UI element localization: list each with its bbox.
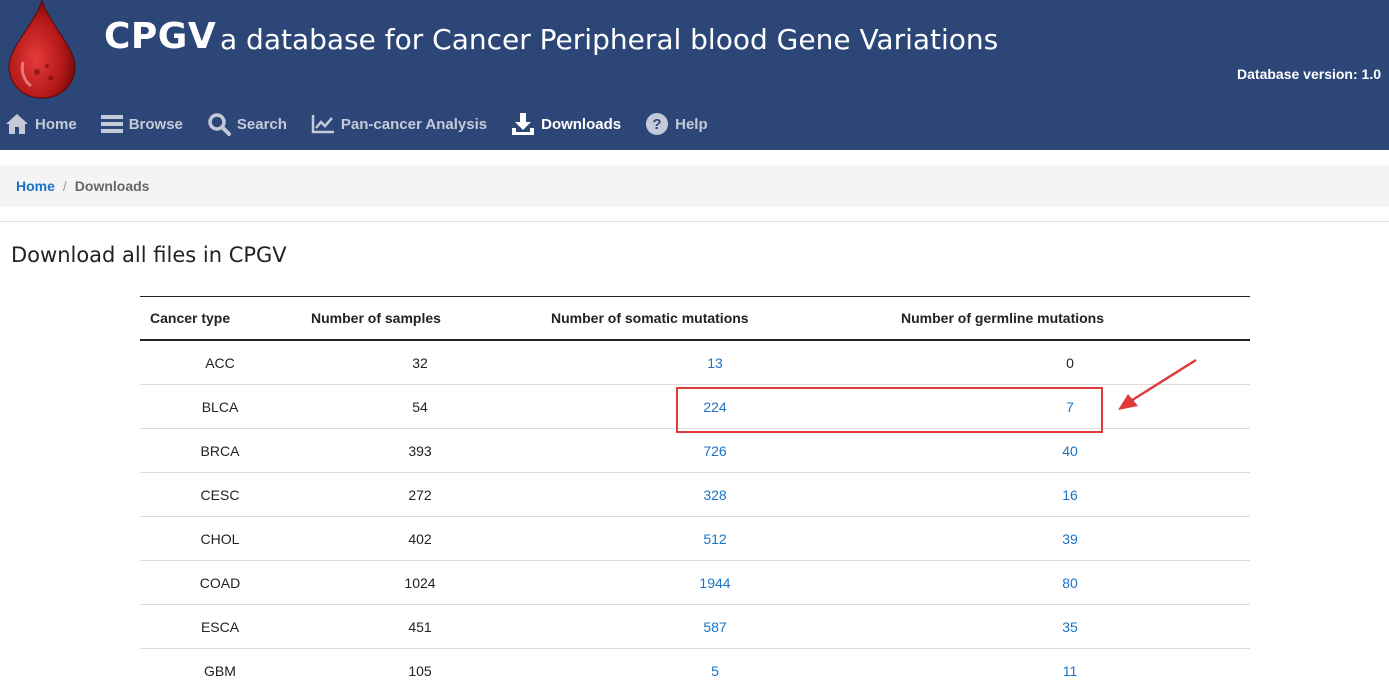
- breadcrumb: Home / Downloads: [0, 165, 1389, 207]
- somatic-download-link[interactable]: 328: [703, 486, 727, 503]
- cell-samples: 393: [408, 442, 432, 459]
- somatic-download-link[interactable]: 726: [703, 442, 727, 459]
- nav-home-label: Home: [35, 115, 77, 133]
- annotation-arrow-icon: [1118, 358, 1197, 410]
- cell-cancer-type: COAD: [199, 574, 241, 591]
- blood-drop-logo[interactable]: [7, 0, 77, 100]
- help-circle-icon: ?: [646, 113, 669, 135]
- nav-search-label: Search: [236, 115, 287, 133]
- nav-browse-label: Browse: [128, 115, 183, 133]
- nav-home[interactable]: Home: [5, 108, 77, 140]
- main-nav: Home Browse Search Pan-cancer Analysis D…: [0, 108, 732, 140]
- table-row: CESC 272 328 16: [140, 473, 1250, 517]
- cell-samples: 32: [412, 354, 428, 371]
- site-header: CPGV a database for Cancer Peripheral bl…: [0, 0, 1389, 150]
- somatic-download-link[interactable]: 512: [703, 530, 727, 547]
- cell-cancer-type: CHOL: [200, 530, 240, 547]
- germline-download-link[interactable]: 7: [1066, 398, 1074, 415]
- page-title: Download all files in CPGV: [11, 243, 287, 267]
- table-row: GBM 105 5 11: [140, 649, 1250, 691]
- nav-pan-cancer-analysis[interactable]: Pan-cancer Analysis: [311, 108, 487, 140]
- table-row: ACC 32 13 0: [140, 341, 1250, 385]
- svg-text:?: ?: [653, 116, 662, 133]
- nav-browse[interactable]: Browse: [100, 108, 183, 140]
- cell-samples: 54: [412, 398, 428, 415]
- section-divider: [0, 221, 1389, 222]
- table-row: BRCA 393 726 40: [140, 429, 1250, 473]
- header-germline: Number of germline mutations: [901, 310, 1105, 326]
- germline-download-link[interactable]: 11: [1062, 662, 1078, 679]
- germline-download-link[interactable]: 40: [1062, 442, 1078, 459]
- nav-pan-cancer-label: Pan-cancer Analysis: [340, 115, 488, 133]
- nav-downloads[interactable]: Downloads: [511, 108, 621, 140]
- nav-help-label: Help: [675, 115, 708, 133]
- annotation-highlight-box: [676, 387, 1103, 433]
- downloads-table: Cancer type Number of samples Number of …: [140, 296, 1250, 691]
- germline-download-link[interactable]: 39: [1062, 530, 1078, 547]
- cell-cancer-type: CESC: [200, 486, 240, 503]
- table-row: CHOL 402 512 39: [140, 517, 1250, 561]
- table-row: ESCA 451 587 35: [140, 605, 1250, 649]
- chart-line-icon: [311, 115, 334, 134]
- table-row: COAD 1024 1944 80: [140, 561, 1250, 605]
- cell-samples: 1024: [404, 574, 436, 591]
- site-brand[interactable]: CPGV: [104, 16, 217, 57]
- germline-download-link[interactable]: 80: [1062, 574, 1078, 591]
- cell-germline: 0: [1066, 354, 1074, 371]
- nav-help[interactable]: ? Help: [645, 108, 708, 140]
- site-subtitle: a database for Cancer Peripheral blood G…: [220, 23, 999, 56]
- table-header-row: Cancer type Number of samples Number of …: [140, 297, 1250, 341]
- search-icon: [208, 113, 231, 136]
- somatic-download-link[interactable]: 587: [703, 618, 727, 635]
- cell-samples: 272: [408, 486, 432, 503]
- somatic-download-link[interactable]: 1944: [699, 574, 731, 591]
- somatic-download-link[interactable]: 13: [707, 354, 723, 371]
- germline-download-link[interactable]: 16: [1062, 486, 1078, 503]
- breadcrumb-home-link[interactable]: Home: [16, 178, 55, 194]
- download-icon: [512, 113, 535, 135]
- germline-download-link[interactable]: 35: [1062, 618, 1078, 635]
- home-icon: [6, 114, 28, 134]
- header-somatic: Number of somatic mutations: [551, 310, 749, 326]
- cell-cancer-type: ESCA: [200, 618, 240, 635]
- cell-cancer-type: BRCA: [200, 442, 240, 459]
- nav-search[interactable]: Search: [207, 108, 287, 140]
- header-cancer-type: Cancer type: [150, 310, 231, 326]
- table-row: BLCA 54 224 7: [140, 385, 1250, 429]
- nav-downloads-label: Downloads: [541, 115, 622, 133]
- list-icon: [100, 115, 123, 133]
- somatic-download-link[interactable]: 5: [711, 662, 719, 679]
- cell-samples: 402: [408, 530, 432, 547]
- breadcrumb-current: Downloads: [74, 178, 150, 194]
- cell-samples: 105: [408, 662, 432, 679]
- somatic-download-link[interactable]: 224: [703, 398, 727, 415]
- cell-cancer-type: ACC: [205, 354, 235, 371]
- database-version: Database version: 1.0: [1237, 66, 1381, 82]
- cell-cancer-type: GBM: [204, 662, 236, 679]
- header-samples: Number of samples: [311, 310, 441, 326]
- cell-samples: 451: [408, 618, 432, 635]
- cell-cancer-type: BLCA: [201, 398, 239, 415]
- breadcrumb-separator: /: [62, 178, 67, 194]
